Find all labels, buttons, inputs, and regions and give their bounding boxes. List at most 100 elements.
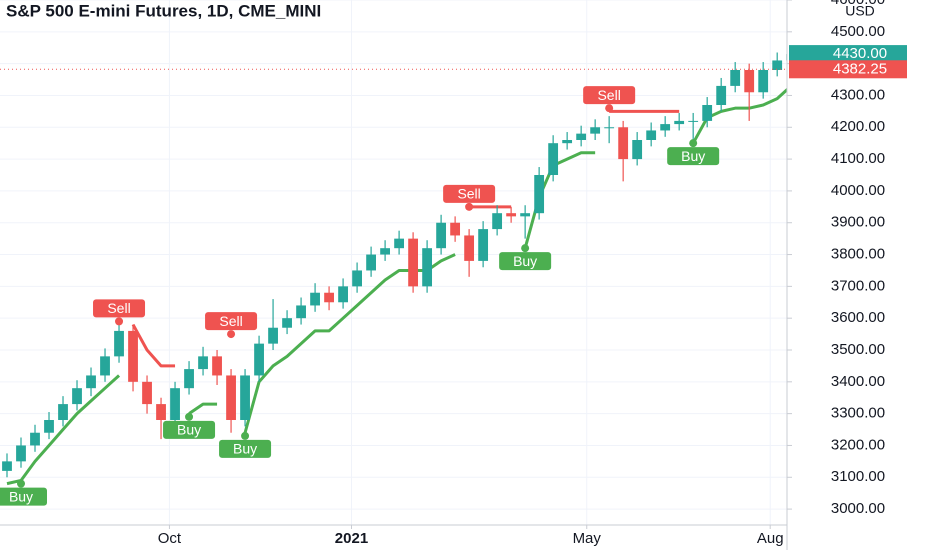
- candle-body: [198, 356, 208, 370]
- signal-label: Sell: [597, 87, 620, 103]
- candle-body: [170, 388, 180, 420]
- signal-box: [205, 312, 258, 331]
- signal-dot: [185, 412, 194, 421]
- candle-body: [114, 330, 124, 357]
- candle-body: [296, 305, 306, 319]
- x-tick-label: Aug: [757, 530, 784, 547]
- candle-body: [240, 375, 250, 420]
- y-tick-label: 4600.00: [831, 0, 885, 8]
- x-tick-label: 2021: [335, 530, 368, 547]
- y-tick-label: 3300.00: [831, 405, 885, 422]
- candle-body: [72, 388, 82, 405]
- y-tick-label: 3400.00: [831, 373, 885, 390]
- signal-box: [0, 487, 48, 506]
- candle-body: [534, 175, 545, 214]
- y-tick-label: 3900.00: [831, 214, 885, 231]
- y-tick-label: 4100.00: [831, 150, 885, 167]
- candle-body: [422, 248, 433, 287]
- y-tick-label: 4200.00: [831, 118, 885, 135]
- candle-body: [604, 127, 615, 129]
- signal-dot: [241, 431, 250, 440]
- signal-dot: [689, 139, 698, 148]
- y-tick-label: 3200.00: [831, 436, 885, 453]
- y-tick-label: 3800.00: [831, 246, 885, 263]
- candle-body: [562, 140, 573, 144]
- candle-body: [226, 375, 236, 420]
- axes: 3000.00 3100.00 3200.00 3300.00 3400.00 3500.…: [158, 0, 907, 547]
- chart-title: S&P 500 E-mini Futures, 1D, CME_MINI: [6, 1, 321, 20]
- price-badge: [789, 45, 907, 64]
- signal-box: [443, 184, 496, 203]
- candle-body: [716, 85, 727, 105]
- candle-body: [506, 213, 517, 217]
- signal-box: [93, 299, 146, 318]
- candle-body: [16, 445, 26, 462]
- plot: Buy Sell Buy Sell Buy Sell Buy Sell Buy: [0, 47, 797, 506]
- candle-body: [282, 318, 292, 328]
- candle-body: [380, 248, 390, 255]
- candle-body: [156, 404, 166, 420]
- price-badge: [789, 60, 907, 79]
- price-axis: [787, 0, 932, 550]
- candle-body: [268, 327, 278, 344]
- candle-body: [478, 229, 489, 261]
- candle-body: [310, 292, 320, 306]
- signal-box: [583, 86, 636, 105]
- candle-body: [674, 120, 685, 125]
- y-tick-label: 3700.00: [831, 277, 885, 294]
- candle-body: [492, 213, 503, 230]
- signal-label: Sell: [219, 313, 242, 329]
- price-badge-label: 4382.25: [833, 60, 887, 77]
- y-tick-label: 3500.00: [831, 341, 885, 358]
- y-tick-label: 4300.00: [831, 86, 885, 103]
- trend-line: [188, 402, 218, 415]
- candle-body: [142, 381, 152, 405]
- signal-box: [667, 147, 720, 166]
- candle-body: [338, 286, 348, 303]
- candle-body: [618, 127, 629, 160]
- candle-body: [702, 105, 713, 121]
- signal-dot: [17, 479, 26, 488]
- signal-dot: [115, 317, 124, 326]
- candle-body: [394, 238, 405, 249]
- candle-body: [772, 60, 783, 70]
- candle-body: [450, 222, 461, 236]
- candle-body: [58, 404, 68, 420]
- candle-body: [688, 120, 699, 122]
- candle-body: [520, 213, 531, 217]
- signal-label: Sell: [457, 186, 480, 202]
- price-badge-label: 4430.00: [833, 45, 887, 62]
- candle-body: [100, 356, 110, 376]
- candle-body: [590, 127, 601, 134]
- signal-dot: [521, 244, 530, 253]
- candle-body: [30, 432, 40, 446]
- candle-body: [464, 235, 475, 261]
- trend-line: [6, 374, 121, 486]
- candle-body: [128, 330, 138, 382]
- y-tick-label: 4500.00: [831, 23, 885, 40]
- candle-body: [632, 140, 643, 160]
- trend-line: [131, 323, 176, 368]
- signal-dot: [605, 104, 614, 113]
- candle-body: [408, 238, 419, 287]
- signal-label: Sell: [107, 300, 130, 316]
- x-tick-label: Oct: [158, 530, 182, 547]
- candle-body: [576, 133, 587, 140]
- candle-body: [366, 254, 376, 271]
- signal-box: [219, 439, 272, 458]
- y-tick-label: 3600.00: [831, 309, 885, 326]
- signal-label: Buy: [513, 253, 537, 269]
- candle-body: [352, 270, 362, 287]
- y-tick-label: 4000.00: [831, 182, 885, 199]
- candle-body: [324, 292, 334, 303]
- signal-dot: [227, 330, 236, 339]
- candle-body: [744, 70, 755, 93]
- y-tick-label: 3100.00: [831, 468, 885, 485]
- candle-body: [660, 124, 671, 131]
- candle-body: [212, 356, 222, 376]
- y-tick-label: 3000.00: [831, 500, 885, 517]
- time-axis: [0, 525, 787, 550]
- candle-body: [548, 143, 559, 175]
- candle-body: [730, 70, 741, 86]
